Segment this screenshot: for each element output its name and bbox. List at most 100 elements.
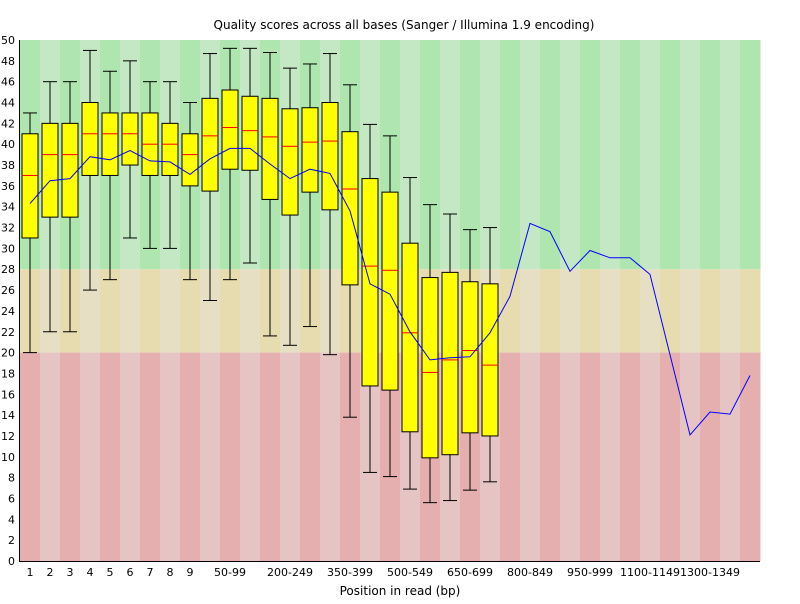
band-stripe <box>540 269 561 352</box>
y-tick-label: 30 <box>1 242 15 255</box>
box-iqr <box>322 103 338 210</box>
band-stripe <box>620 269 641 352</box>
band-stripe <box>520 269 541 352</box>
band-stripe <box>520 40 541 269</box>
band-stripe <box>700 353 721 561</box>
band-stripe <box>540 353 561 561</box>
band-stripe <box>500 353 521 561</box>
x-tick-label: 2 <box>47 566 54 579</box>
band-stripe <box>680 269 701 352</box>
box-iqr <box>102 113 118 176</box>
y-tick-label: 14 <box>1 409 15 422</box>
x-tick-label: 4 <box>87 566 94 579</box>
band-stripe <box>680 40 701 269</box>
band-stripe <box>200 353 221 561</box>
box-iqr <box>482 284 498 436</box>
y-tick-label: 24 <box>1 305 15 318</box>
y-tick-label: 20 <box>1 347 15 360</box>
band-stripe <box>100 269 121 352</box>
x-tick-label: 200-249 <box>267 566 313 579</box>
band-stripe <box>120 353 141 561</box>
band-stripe <box>320 353 341 561</box>
x-tick-label: 800-849 <box>507 566 553 579</box>
band-stripe <box>600 40 621 269</box>
x-tick-label: 9 <box>187 566 194 579</box>
x-tick-label: 6 <box>127 566 134 579</box>
band-stripe <box>240 269 261 352</box>
box-iqr <box>42 123 58 217</box>
band-stripe <box>720 40 741 269</box>
band-stripe <box>660 40 681 269</box>
x-axis-label: Position in read (bp) <box>340 584 461 598</box>
band-stripe <box>100 353 121 561</box>
y-tick-label: 40 <box>1 138 15 151</box>
band-stripe <box>640 40 661 269</box>
y-tick-label: 26 <box>1 284 15 297</box>
band-stripe <box>240 353 261 561</box>
x-tick-label: 50-99 <box>214 566 246 579</box>
band-stripe <box>160 269 181 352</box>
x-tick-label: 500-549 <box>387 566 433 579</box>
band-stripe <box>40 353 61 561</box>
band-stripe <box>540 40 561 269</box>
band-stripe <box>720 269 741 352</box>
band-stripe <box>680 353 701 561</box>
y-tick-label: 46 <box>1 76 15 89</box>
band-stripe <box>740 40 761 269</box>
band-stripe <box>300 353 321 561</box>
box-iqr <box>162 123 178 175</box>
box-iqr <box>342 132 358 285</box>
x-tick-label: 5 <box>107 566 114 579</box>
band-stripe <box>560 269 581 352</box>
band-stripe <box>600 353 621 561</box>
band-stripe <box>640 269 661 352</box>
band-stripe <box>620 40 641 269</box>
band-stripe <box>660 269 681 352</box>
band-stripe <box>740 269 761 352</box>
band-stripe <box>740 353 761 561</box>
box-iqr <box>82 103 98 176</box>
box-iqr <box>62 123 78 217</box>
band-stripe <box>520 353 541 561</box>
y-tick-label: 38 <box>1 159 15 172</box>
band-stripe <box>260 353 281 561</box>
band-stripe <box>700 40 721 269</box>
band-stripe <box>560 353 581 561</box>
band-stripe <box>580 40 601 269</box>
box-iqr <box>442 272 458 454</box>
box-iqr <box>282 109 298 215</box>
box-iqr <box>122 113 138 165</box>
y-tick-label: 12 <box>1 430 15 443</box>
box-iqr <box>202 98 218 191</box>
band-stripe <box>500 40 521 269</box>
y-tick-label: 42 <box>1 117 15 130</box>
band-stripe <box>140 353 161 561</box>
y-tick-label: 4 <box>8 513 15 526</box>
band-stripe <box>560 40 581 269</box>
chart-title: Quality scores across all bases (Sanger … <box>214 18 595 32</box>
y-tick-label: 2 <box>8 534 15 547</box>
x-tick-label: 650-699 <box>447 566 493 579</box>
box-iqr <box>22 134 38 238</box>
band-stripe <box>180 269 201 352</box>
x-tick-label: 7 <box>147 566 154 579</box>
y-tick-label: 0 <box>8 555 15 568</box>
y-tick-label: 8 <box>8 472 15 485</box>
band-stripe <box>60 353 81 561</box>
band-stripe <box>500 269 521 352</box>
x-tick-label: 1300-1349 <box>680 566 740 579</box>
y-tick-label: 36 <box>1 180 15 193</box>
y-tick-labels: 0246810121416182022242628303234363840424… <box>1 34 15 568</box>
band-stripe <box>80 353 101 561</box>
y-tick-label: 32 <box>1 222 15 235</box>
y-tick-label: 16 <box>1 388 15 401</box>
x-tick-label: 950-999 <box>567 566 613 579</box>
band-stripe <box>20 353 41 561</box>
box-iqr <box>402 243 418 432</box>
band-stripe <box>220 353 241 561</box>
box-iqr <box>182 134 198 186</box>
box-iqr <box>422 278 438 458</box>
band-stripe <box>580 353 601 561</box>
